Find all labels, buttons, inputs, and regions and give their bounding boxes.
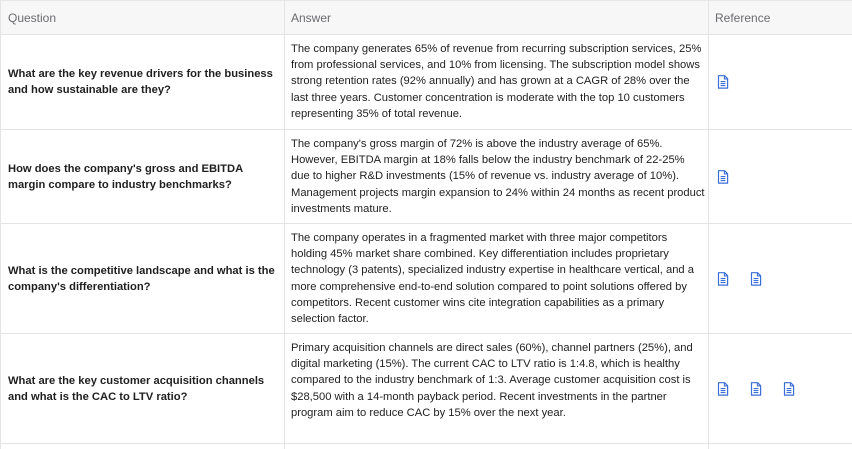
reference-cell bbox=[717, 334, 795, 443]
question-cell: What are the key customer acquisition ch… bbox=[8, 334, 280, 443]
answer-cell: Primary acquisition channels are direct … bbox=[291, 342, 693, 419]
question-text: How does the company's gross and EBITDA … bbox=[8, 162, 243, 191]
document-icon[interactable] bbox=[717, 75, 729, 89]
document-icon[interactable] bbox=[717, 169, 729, 184]
table-row: How does the company's gross and EBITDA … bbox=[1, 130, 852, 224]
question-text: What is the competitive landscape and wh… bbox=[8, 264, 275, 293]
document-icon[interactable] bbox=[750, 271, 762, 286]
column-divider bbox=[708, 0, 709, 449]
document-icon[interactable] bbox=[717, 381, 729, 396]
document-icon[interactable] bbox=[783, 381, 795, 396]
question-text: What are the key customer acquisition ch… bbox=[8, 374, 265, 403]
question-text: What are the key revenue drivers for the… bbox=[8, 68, 273, 96]
answer-cell: The company's gross margin of 72% is abo… bbox=[291, 138, 705, 215]
column-divider bbox=[284, 0, 285, 449]
column-header-reference: Reference bbox=[715, 11, 771, 25]
table-row: What is the competitive landscape and wh… bbox=[1, 224, 852, 334]
reference-cell bbox=[717, 35, 729, 129]
reference-cell bbox=[717, 224, 762, 333]
answer-cell: The company generates 65% of revenue fro… bbox=[291, 43, 702, 120]
reference-cell bbox=[717, 130, 729, 223]
table-row: What are the key customer acquisition ch… bbox=[1, 334, 852, 444]
document-icon[interactable] bbox=[750, 381, 762, 396]
answer-cell: The company operates in a fragmented mar… bbox=[291, 232, 694, 326]
question-cell: What is the competitive landscape and wh… bbox=[8, 224, 280, 333]
question-cell: How does the company's gross and EBITDA … bbox=[8, 130, 280, 223]
question-cell: What are the key revenue drivers for the… bbox=[8, 35, 280, 129]
document-icon[interactable] bbox=[717, 271, 729, 286]
column-header-question: Question bbox=[8, 11, 57, 25]
table-row: What are the key revenue drivers for the… bbox=[1, 35, 852, 130]
table-header: Question Answer Reference bbox=[1, 0, 852, 35]
column-header-answer: Answer bbox=[291, 11, 332, 25]
